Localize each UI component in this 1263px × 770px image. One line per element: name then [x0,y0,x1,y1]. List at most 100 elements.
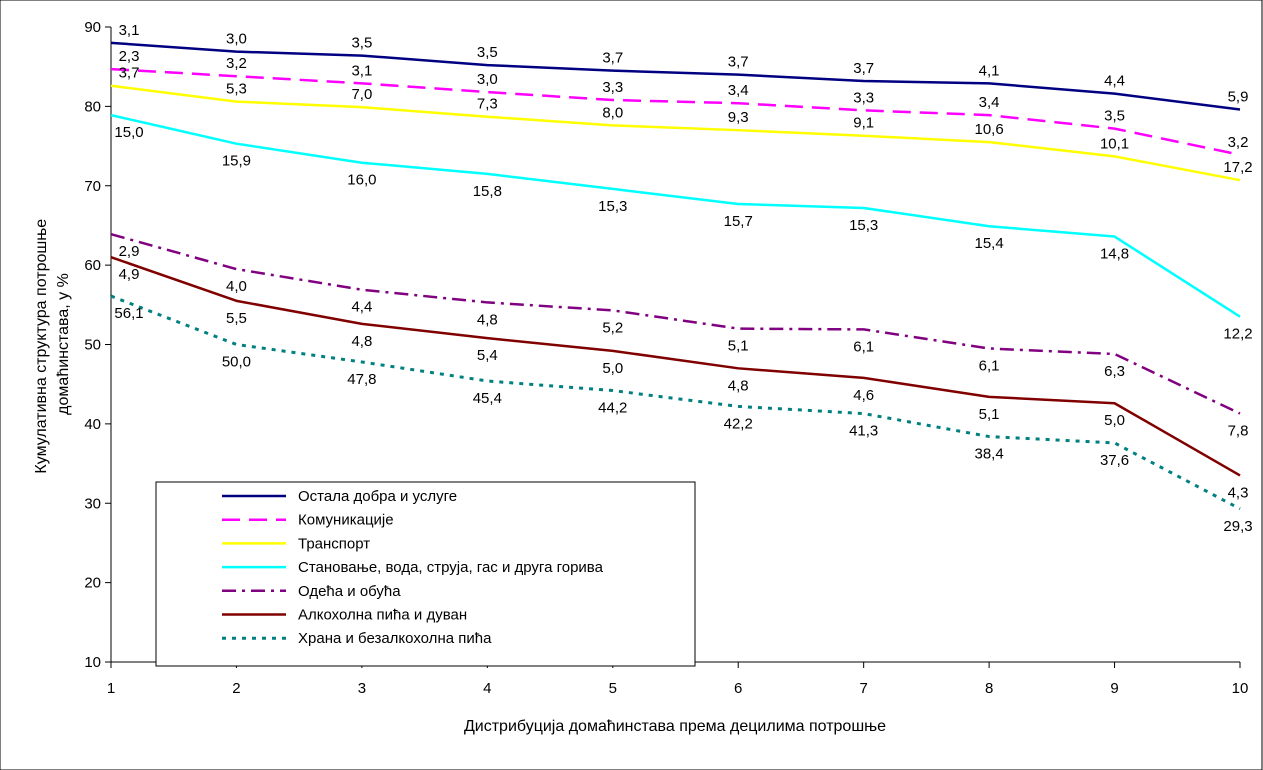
data-label: 3,4 [728,82,749,99]
data-label: 2,3 [119,48,140,65]
data-label: 5,1 [979,406,1000,423]
data-label: 4,3 [1228,484,1249,501]
data-label: 5,5 [226,310,247,327]
data-label: 38,4 [975,446,1004,463]
data-label: 6,1 [853,338,874,355]
data-label: 4,8 [477,311,498,328]
y-tick-label: 20 [84,575,101,592]
data-label: 3,1 [119,22,140,39]
x-tick-label: 8 [985,680,993,697]
y-tick-label: 80 [84,98,101,115]
data-label: 3,5 [1104,108,1125,125]
data-label: 45,4 [473,390,502,407]
data-label: 4,8 [728,377,749,394]
data-label: 37,6 [1100,452,1129,469]
data-label: 4,4 [1104,73,1125,90]
x-tick-label: 2 [232,680,240,697]
series-line-1 [110,41,1241,111]
data-label: 15,7 [724,213,753,230]
data-label: 3,2 [226,55,247,72]
legend-label-7: Храна и безалкохолна пића [298,630,492,647]
data-label: 3,0 [477,71,498,88]
data-label: 3,7 [119,65,140,82]
data-label: 47,8 [347,371,376,388]
data-label: 4,1 [979,62,1000,79]
data-label: 10,1 [1100,135,1129,152]
data-label: 5,9 [1228,89,1249,106]
series-line-5 [110,232,1241,415]
data-label: 5,0 [1104,412,1125,429]
y-tick-label: 70 [84,178,101,195]
data-label: 4,8 [351,333,372,350]
data-label: 7,8 [1228,423,1249,440]
data-label: 5,3 [226,81,247,98]
data-label: 2,9 [119,243,140,260]
x-tick-label: 1 [107,680,115,697]
legend-label-5: Одећа и обућа [298,583,401,600]
data-label: 5,2 [602,319,623,336]
data-label: 56,1 [114,305,143,322]
data-label: 4,4 [351,299,372,316]
legend-label-1: Остала добра и услуге [298,488,457,505]
data-label: 9,1 [853,115,874,132]
data-label: 6,1 [979,357,1000,374]
data-label: 14,8 [1100,246,1129,263]
legend-label-2: Комуникације [298,512,394,529]
data-label: 7,0 [351,86,372,103]
y-tick-label: 60 [84,257,101,274]
data-label: 15,4 [975,235,1004,252]
data-label: 3,5 [351,35,372,52]
x-axis-title: Дистрибуција домаћинстава према децилима… [464,718,886,735]
data-label: 29,3 [1223,518,1252,535]
data-label: 12,2 [1223,326,1252,343]
y-tick-label: 40 [84,416,101,433]
data-label: 3,1 [351,62,372,79]
series-line-4 [110,113,1241,318]
legend-label-6: Алкохолна пића и дуван [298,607,467,624]
data-label: 3,7 [602,50,623,67]
data-label: 7,3 [477,96,498,113]
data-label: 15,8 [473,183,502,200]
data-label: 6,3 [1104,363,1125,380]
y-tick-label: 90 [84,19,101,36]
data-label: 8,0 [602,104,623,121]
x-tick-label: 4 [483,680,491,697]
data-label: 5,4 [477,347,498,364]
data-label: 3,7 [728,54,749,71]
data-label: 5,0 [602,360,623,377]
series-line-3 [110,84,1241,182]
x-tick-label: 6 [734,680,742,697]
data-label: 3,5 [477,44,498,61]
data-label: 3,3 [853,89,874,106]
data-label: 4,0 [226,278,247,295]
data-label: 4,6 [853,387,874,404]
legend-label-3: Транспорт [298,535,370,552]
series-line-6 [110,256,1241,477]
data-label: 3,0 [226,31,247,48]
y-tick-label: 50 [84,337,101,354]
y-axis-title-line-1: Кумулативна структура потрошње [33,219,50,474]
x-tick-label: 9 [1110,680,1118,697]
x-tick-label: 10 [1232,680,1249,697]
data-label: 4,9 [119,266,140,283]
data-label: 15,3 [598,198,627,215]
data-label: 17,2 [1223,159,1252,176]
legend-box [155,481,696,667]
y-axis-title: Кумулативна структура потрошње домаћинст… [33,214,72,473]
x-tick-label: 3 [358,680,366,697]
data-label: 15,9 [222,153,251,170]
legend-label-4: Становање, вода, струја, гас и друга гор… [298,559,604,576]
data-label: 10,6 [975,121,1004,138]
data-label: 41,3 [849,423,878,440]
data-label: 5,1 [728,338,749,355]
data-label: 44,2 [598,400,627,417]
data-label: 15,3 [849,217,878,234]
data-label: 42,2 [724,415,753,432]
data-label: 15,0 [114,124,143,141]
legend: Остала добра и услуге Комуникације Транспо… [155,481,696,667]
data-label: 3,7 [853,60,874,77]
data-label: 50,0 [222,354,251,371]
x-tick-label: 7 [859,680,867,697]
data-label: 3,4 [979,94,1000,111]
